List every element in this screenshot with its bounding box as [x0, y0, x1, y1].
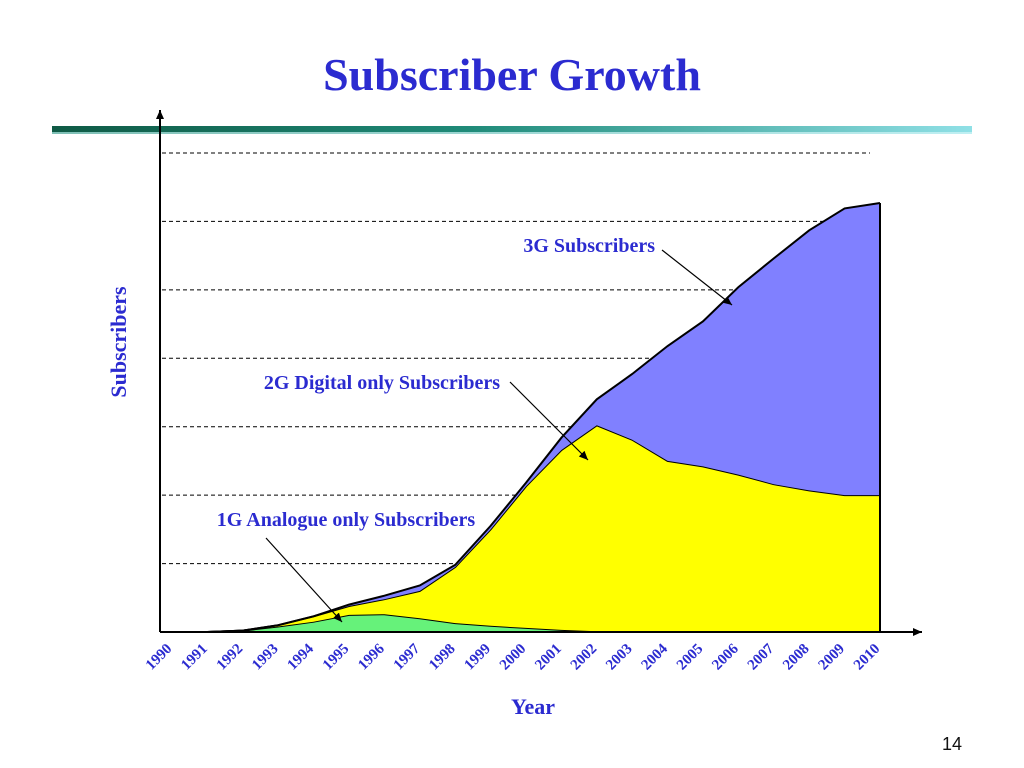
page-number: 14: [941, 734, 962, 754]
title-underline-highlight: [52, 132, 972, 134]
title-underline: [52, 126, 972, 132]
x-tick-label-2006: 2006: [709, 641, 742, 674]
area-2g: [172, 425, 880, 632]
x-tick-label-2003: 2003: [603, 641, 636, 674]
x-tick-labels: 1990 1991 1992 1993 1994 1995 1996 1997 1998 1999…: [143, 641, 884, 674]
x-tick-label-2009: 2009: [816, 641, 849, 674]
annotation-arrow-1g: [265, 537, 343, 623]
x-tick-label-1991: 1991: [178, 641, 211, 674]
area-3g: [172, 203, 880, 632]
x-tick-label-2005: 2005: [674, 641, 707, 674]
slide-title: Subscriber Growth: [323, 49, 701, 100]
x-tick-label-1993: 1993: [249, 641, 282, 674]
area-series: [172, 202, 881, 633]
x-tick-label-2007: 2007: [745, 641, 778, 674]
x-tick-label-1990: 1990: [143, 641, 176, 674]
x-tick-label-2001: 2001: [532, 641, 565, 674]
annotation-1g: 1G Analogue only Subscribers: [217, 509, 476, 531]
axes: [156, 110, 922, 636]
x-tick-label-1995: 1995: [320, 641, 353, 674]
annotation-arrow-2g: [509, 381, 589, 461]
x-tick-label-1994: 1994: [285, 641, 318, 674]
x-tick-label-2008: 2008: [780, 641, 813, 674]
x-tick-label-1996: 1996: [355, 641, 388, 674]
x-tick-label-1992: 1992: [214, 641, 247, 674]
x-tick-label-2000: 2000: [497, 641, 530, 674]
x-tick-label-1997: 1997: [391, 641, 424, 674]
x-tick-label-2004: 2004: [639, 641, 672, 674]
x-tick-label-1999: 1999: [462, 641, 495, 674]
annotation-3g: 3G Subscribers: [523, 235, 655, 257]
annotation-2g: 2G Digital only Subscribers: [264, 372, 500, 394]
annotations: 3G Subscribers 2G Digital only Subscriber…: [217, 235, 733, 623]
x-tick-label-1998: 1998: [426, 641, 459, 674]
x-tick-label-2010: 2010: [851, 641, 884, 674]
x-axis-title: Year: [511, 694, 555, 719]
line-3g: [172, 202, 881, 633]
area-1g: [172, 614, 880, 632]
y-axis-title: Subscribers: [106, 286, 131, 398]
x-tick-label-2002: 2002: [568, 641, 601, 674]
annotation-arrow-3g: [661, 249, 733, 306]
